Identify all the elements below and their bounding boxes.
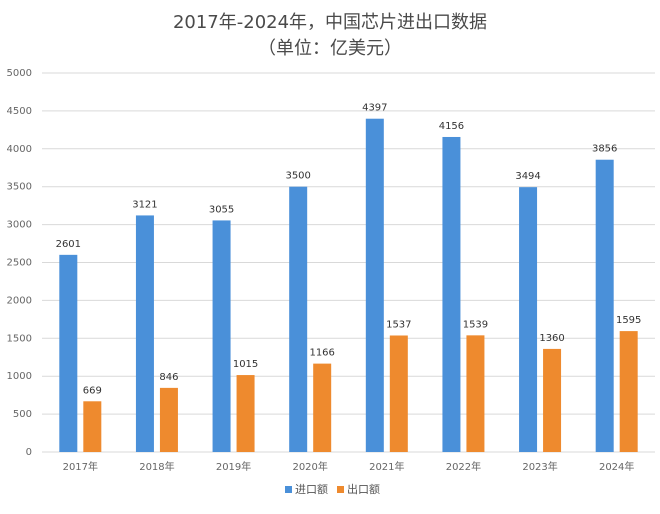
bar-import [442,136,461,452]
x-tick-label: 2023年 [522,460,557,473]
data-label: 1595 [616,315,641,326]
bar-export [236,375,255,452]
data-label: 3494 [515,171,540,182]
x-tick-label: 2017年 [63,460,98,473]
x-tick-label: 2022年 [446,460,481,473]
y-tick-label: 2500 [7,258,32,269]
legend-label: 出口额 [347,482,380,496]
y-tick-label: 4000 [7,144,32,155]
y-tick-label: 1500 [7,333,32,344]
chart-title: 2017年-2024年，中国芯片进出口数据 [172,12,488,33]
bar-import [519,187,538,453]
bar-import [59,254,78,452]
x-tick-label: 2021年 [369,460,404,473]
data-label: 1539 [463,319,488,330]
bar-import [212,220,231,452]
y-tick-label: 500 [13,409,32,420]
bar-import [135,215,154,452]
data-label: 846 [159,372,178,383]
data-label: 1537 [386,319,411,330]
data-label: 1015 [233,359,258,370]
bar-import [595,159,614,452]
chart-subtitle: （单位：亿美元） [258,38,402,59]
data-label: 3856 [592,144,617,155]
x-tick-label: 2024年 [599,460,634,473]
y-tick-label: 3500 [7,182,32,193]
legend-label: 进口额 [295,483,328,496]
bar-export [619,331,638,452]
data-label: 3500 [285,171,310,182]
y-tick-label: 0 [26,447,32,458]
legend-swatch [337,486,344,493]
legend-swatch [285,486,292,493]
y-tick-label: 3000 [7,220,32,231]
data-label: 1166 [309,348,334,359]
bar-export [389,335,408,452]
data-label: 3055 [209,204,234,215]
data-label: 1360 [539,333,564,344]
bar-export [159,387,178,452]
data-label: 669 [83,385,102,396]
data-label: 3121 [132,199,157,210]
y-tick-label: 1000 [7,371,32,382]
y-tick-label: 4500 [7,106,32,117]
bar-export [313,363,332,452]
x-tick-label: 2019年 [216,460,251,473]
data-label: 2601 [56,239,81,250]
bar-export [466,335,485,452]
bar-import [289,186,308,452]
bar-export [543,348,562,452]
x-tick-label: 2020年 [292,460,327,473]
x-tick-label: 2018年 [139,460,174,473]
data-label: 4397 [362,103,387,114]
y-tick-label: 5000 [7,68,32,79]
y-tick-label: 2000 [7,295,32,306]
bar-import [365,118,384,452]
bar-export [83,401,102,452]
data-label: 4156 [439,121,464,132]
